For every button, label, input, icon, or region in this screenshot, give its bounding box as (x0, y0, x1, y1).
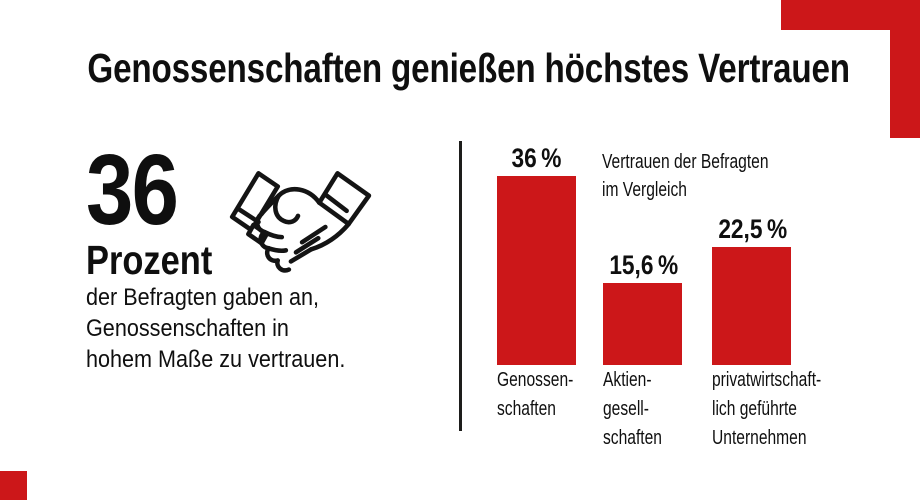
bar (712, 247, 791, 365)
highlight-description: der Befragten gaben an, Genossenschaften… (86, 284, 346, 373)
chart-note: Vertrauen der Befragten im Vergleich (602, 151, 769, 201)
chart-divider-line (459, 141, 462, 431)
handshake-icon (229, 171, 372, 273)
page-title: Genossenschaften genießen höchstes Vertr… (87, 45, 850, 91)
bar (603, 283, 682, 365)
bar-category-label: Genossen- schaften (497, 369, 574, 420)
bar-category-label: Aktien- gesell- schaften (603, 369, 662, 449)
bar-value-label: 36 % (511, 143, 562, 173)
bar-value-label: 15,6 % (609, 250, 679, 280)
bar (497, 176, 576, 365)
highlight-number: 36 (86, 134, 179, 246)
corner-accent-bottom-left-square (0, 471, 27, 500)
corner-accent-top-right-vertical (890, 0, 920, 138)
bar-value-label: 22,5 % (718, 214, 788, 244)
highlight-unit-label: Prozent (86, 237, 213, 283)
bar-category-label: privatwirtschaft- lich geführte Unterneh… (712, 369, 822, 449)
